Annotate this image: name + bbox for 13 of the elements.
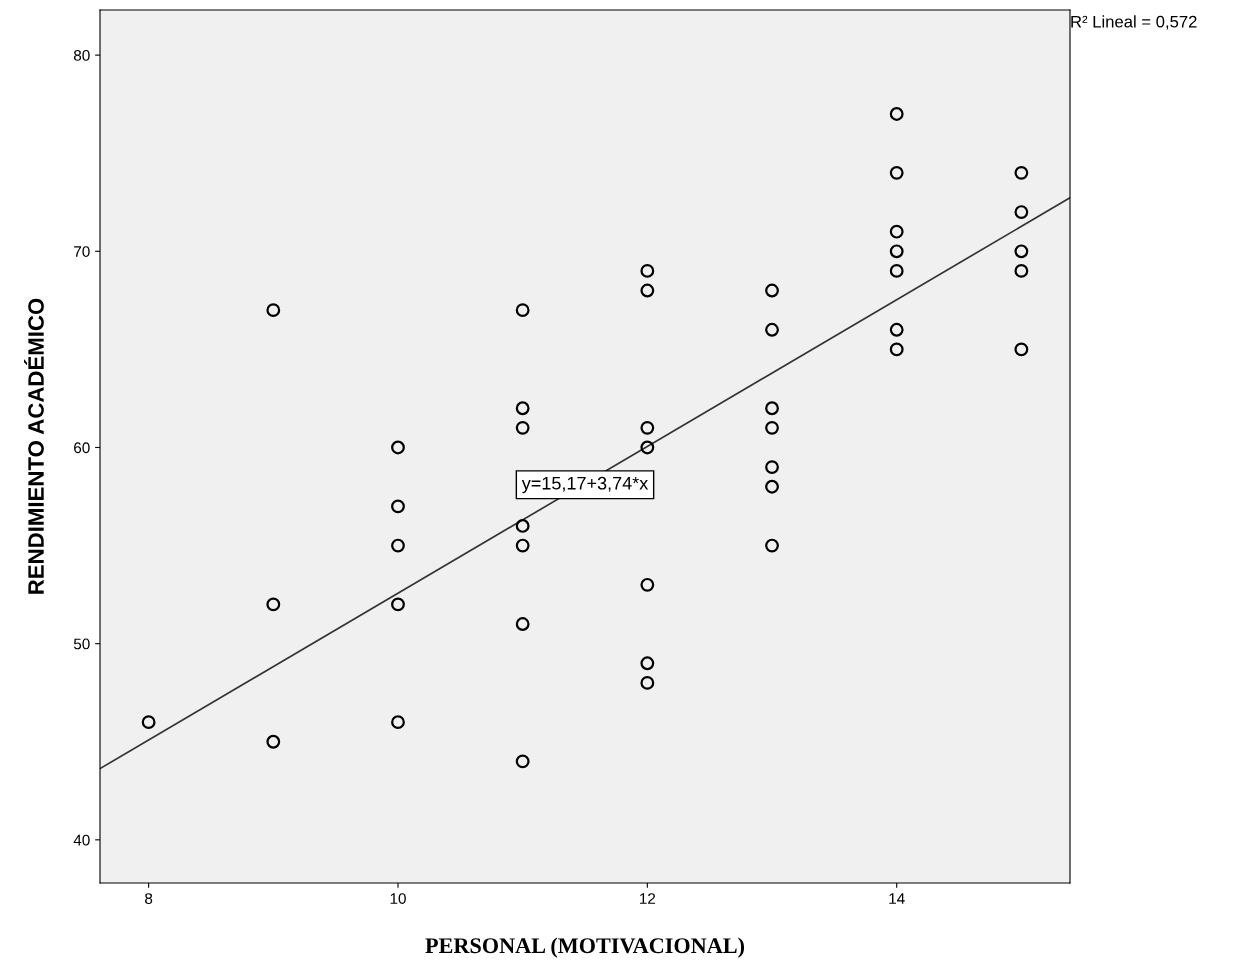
x-tick-label: 14 [889, 893, 905, 904]
x-tick-label: 10 [390, 893, 406, 904]
annotation: y=15,17+3,74*x [521, 476, 649, 494]
x-tick-label: 8 [145, 893, 153, 904]
text: R² Lineal = 0,572 [1071, 15, 1197, 30]
y-tick-label: 80 [73, 49, 90, 61]
x-axis-title: PERSONAL (MOTIVACIONAL) [425, 937, 745, 958]
y-tick-label: 50 [73, 638, 90, 650]
y-tick-label: 60 [74, 442, 90, 454]
y-axis-title: RENDIMIENTO ACADÉMICO [23, 298, 44, 594]
y-tick-label: 70 [74, 246, 90, 257]
y-tick-label: 40 [73, 834, 90, 846]
x-tick-label: 12 [640, 893, 656, 904]
